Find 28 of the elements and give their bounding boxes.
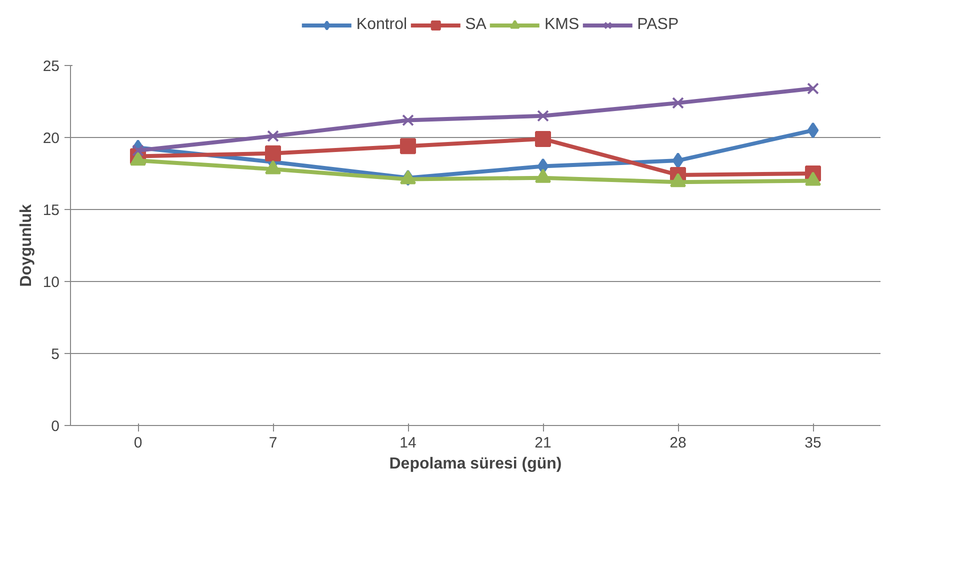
legend-label: Kontrol	[356, 16, 408, 34]
x-tick-label: 0	[134, 434, 142, 452]
y-tick-label: 10	[42, 274, 60, 291]
point	[267, 130, 279, 142]
y-tick-label: 20	[42, 130, 60, 147]
x-tick-label: 7	[268, 434, 278, 452]
y-axis-title: Doygunluk	[18, 204, 35, 287]
legend-label: SA	[465, 16, 486, 34]
x-tick-label: 35	[804, 434, 822, 452]
point	[400, 138, 416, 154]
y-tick-label: 15	[42, 202, 60, 219]
x-tick-label: 14	[400, 434, 416, 452]
y-tick-label: 0	[51, 418, 60, 435]
point	[807, 122, 819, 138]
point	[265, 145, 281, 162]
point	[402, 114, 414, 126]
x-axis-title: Depolama süresi (gün)	[389, 456, 562, 472]
y-tick-label: 25	[42, 58, 60, 75]
point	[807, 82, 819, 94]
point	[537, 110, 549, 122]
legend-label: PASP	[637, 16, 679, 34]
point	[672, 96, 684, 109]
x-tick-label: 28	[670, 434, 686, 452]
legend-label: KMS	[544, 16, 580, 34]
y-tick-label: 5	[51, 346, 60, 363]
x-tick-label: 21	[534, 434, 552, 452]
point	[672, 152, 684, 169]
point	[535, 130, 551, 147]
